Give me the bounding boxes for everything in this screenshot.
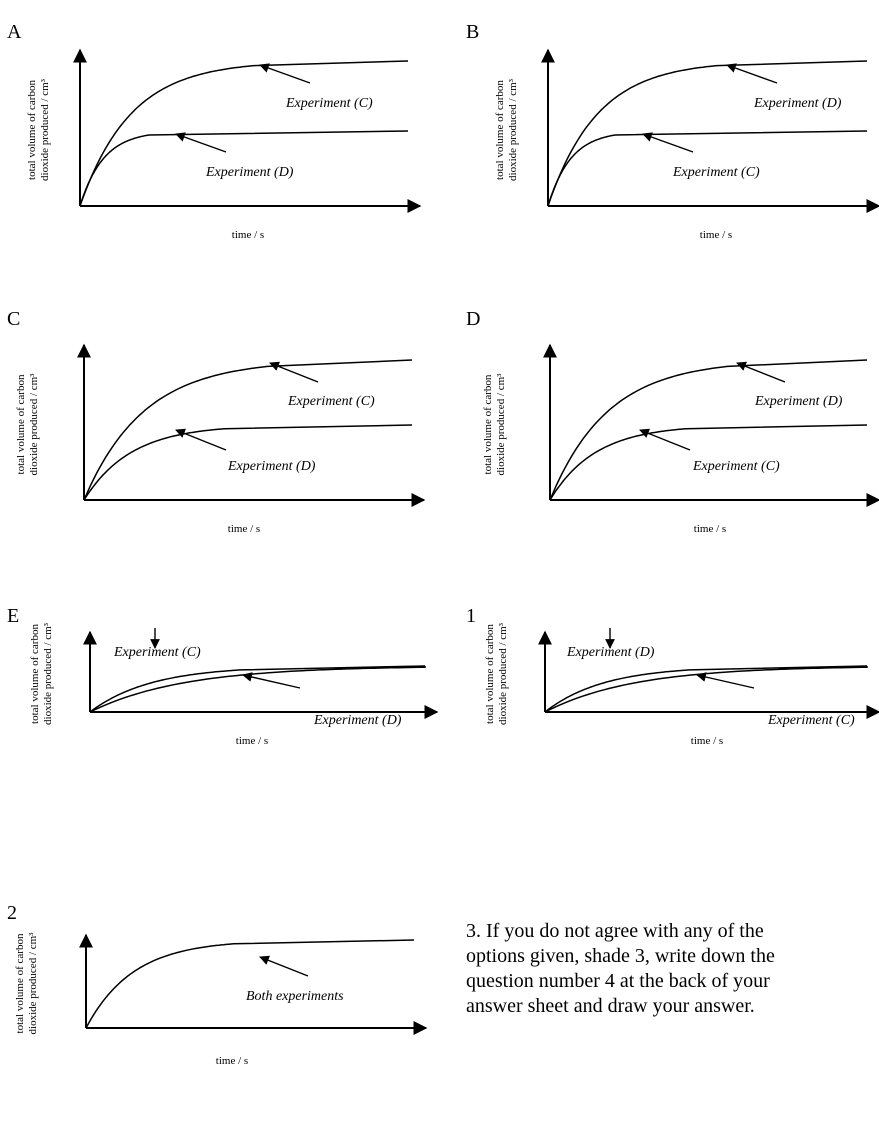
chart-panel-2: 2 total volume of carbon dioxide produced … — [7, 902, 428, 1067]
series-label: Experiment (C) — [692, 459, 780, 474]
series-curve — [549, 424, 868, 501]
y-axis-label: dioxide produced / cm³ — [497, 622, 509, 725]
panel-letter: D — [466, 308, 480, 330]
series-pointer-arrow — [175, 132, 227, 153]
panel-letter: E — [7, 605, 19, 627]
series-label: Experiment (D) — [205, 165, 294, 180]
panel-letter: 2 — [7, 902, 17, 924]
instruction-note: 3. If you do not agree with any of the o… — [466, 920, 775, 1017]
y-axis-label: dioxide produced / cm³ — [27, 932, 39, 1035]
series-label: Experiment (D) — [753, 96, 842, 111]
series-label: Experiment (D) — [566, 645, 655, 660]
series-pointer-arrow — [259, 63, 311, 84]
panel-letter: C — [7, 308, 20, 330]
series-label: Experiment (C) — [287, 394, 375, 409]
series-label: Experiment (C) — [672, 165, 760, 180]
y-axis-label: total volume of carbon — [26, 80, 38, 180]
series-pointer-arrow — [642, 132, 694, 153]
y-axis-label: dioxide produced / cm³ — [42, 622, 54, 725]
series-pointer-arrow — [736, 361, 786, 383]
series-curve — [544, 665, 868, 713]
y-axis-label: total volume of carbon — [14, 933, 26, 1033]
series-label: Experiment (D) — [754, 394, 843, 409]
y-axis-label: dioxide produced / cm³ — [39, 78, 51, 181]
x-axis-label: time / s — [232, 229, 264, 241]
x-axis-label: time / s — [694, 523, 726, 535]
panel-letter: B — [466, 21, 479, 43]
series-curve — [544, 666, 868, 713]
y-axis-label: dioxide produced / cm³ — [507, 78, 519, 181]
series-pointer-arrow — [269, 361, 319, 383]
series-pointer-arrow — [242, 672, 301, 689]
series-pointer-arrow — [175, 428, 227, 451]
y-axis-label: dioxide produced / cm³ — [495, 373, 507, 476]
series-label: Experiment (D) — [313, 713, 402, 728]
x-axis-label: time / s — [216, 1055, 248, 1067]
series-curve — [85, 939, 415, 1029]
y-axis-label: total volume of carbon — [29, 624, 41, 724]
series-label: Both experiments — [246, 989, 344, 1004]
y-axis-label: total volume of carbon — [494, 80, 506, 180]
series-pointer-arrow — [259, 955, 309, 977]
panel-letter: 1 — [466, 605, 476, 627]
series-label: Experiment (C) — [113, 645, 201, 660]
series-pointer-arrow — [726, 63, 778, 84]
series-curve — [83, 424, 413, 501]
series-pointer-arrow — [639, 428, 691, 451]
series-curve — [83, 359, 413, 501]
series-curve — [79, 130, 409, 207]
y-axis-label: total volume of carbon — [15, 374, 27, 474]
x-axis-label: time / s — [691, 735, 723, 747]
chart-panel-1: 1 total volume of carbon dioxide produced … — [466, 605, 879, 747]
panel-letter: A — [7, 21, 22, 43]
series-curve — [89, 665, 426, 713]
series-curve — [547, 60, 868, 207]
y-axis-label: total volume of carbon — [482, 374, 494, 474]
series-pointer-arrow — [696, 672, 755, 689]
series-curve — [547, 130, 868, 207]
y-axis-label: dioxide produced / cm³ — [28, 373, 40, 476]
x-axis-label: time / s — [228, 523, 260, 535]
x-axis-label: time / s — [700, 229, 732, 241]
series-curve — [79, 60, 409, 207]
series-label: Experiment (C) — [767, 713, 855, 728]
series-label: Experiment (D) — [227, 459, 316, 474]
series-curve — [549, 359, 868, 501]
x-axis-label: time / s — [236, 735, 268, 747]
series-curve — [89, 666, 426, 713]
y-axis-label: total volume of carbon — [484, 624, 496, 724]
series-label: Experiment (C) — [285, 96, 373, 111]
